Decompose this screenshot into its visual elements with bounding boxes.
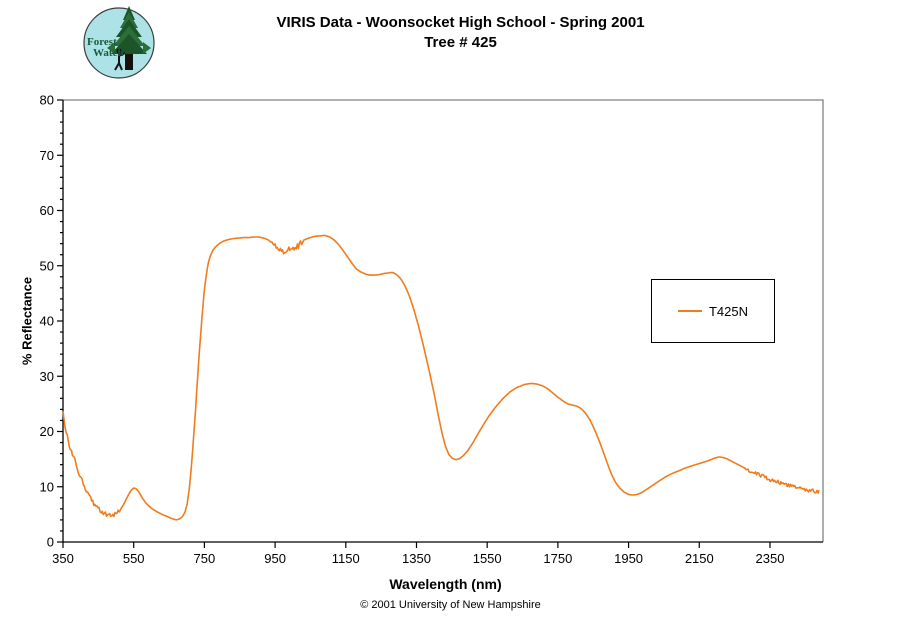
- y-axis-title: % Reflectance: [19, 276, 35, 366]
- x-tick-label: 550: [123, 551, 145, 566]
- y-tick-label: 70: [40, 148, 54, 163]
- forest-watch-logo: Forest Watch: [83, 6, 155, 79]
- chart-title-line1: VIRIS Data - Woonsocket High School - Sp…: [276, 14, 645, 31]
- y-tick-label: 20: [40, 424, 54, 439]
- y-tick-label: 10: [40, 479, 54, 494]
- legend-series-label: T425N: [708, 303, 749, 319]
- y-tick-label: 0: [47, 535, 54, 550]
- legend: T425N: [651, 279, 775, 343]
- series-line-T425N: [62, 234, 820, 521]
- x-tick-label: 350: [52, 551, 74, 566]
- logo-text-watch: Watch: [93, 47, 124, 59]
- x-tick-label: 1150: [332, 551, 360, 566]
- x-tick-label: 1350: [402, 551, 431, 566]
- x-tick-label: 1550: [473, 551, 502, 566]
- x-tick-label: 2150: [685, 551, 714, 566]
- plot-border: [63, 99, 824, 542]
- y-tick-label: 40: [40, 314, 54, 329]
- chart-title-line2: Tree # 425: [424, 34, 497, 51]
- y-tick-label: 50: [40, 258, 54, 273]
- x-tick-label: 2350: [756, 551, 785, 566]
- logo-text-forest: Forest: [87, 36, 117, 48]
- tree-hugger-icon: [114, 48, 126, 71]
- y-tick-label: 80: [40, 93, 54, 108]
- x-axis-title: Wavelength (nm): [389, 576, 502, 592]
- y-tick-label: 30: [40, 369, 54, 384]
- x-tick-label: 750: [194, 551, 216, 566]
- x-tick-label: 950: [264, 551, 286, 566]
- copyright-text: © 2001 University of New Hampshire: [360, 599, 541, 611]
- x-tick-label: 1750: [543, 551, 572, 566]
- legend-series-line: [677, 310, 702, 312]
- chart-title: VIRIS Data - Woonsocket High School - Sp…: [10, 13, 911, 53]
- y-tick-label: 60: [40, 203, 54, 218]
- x-tick-label: 1950: [614, 551, 643, 566]
